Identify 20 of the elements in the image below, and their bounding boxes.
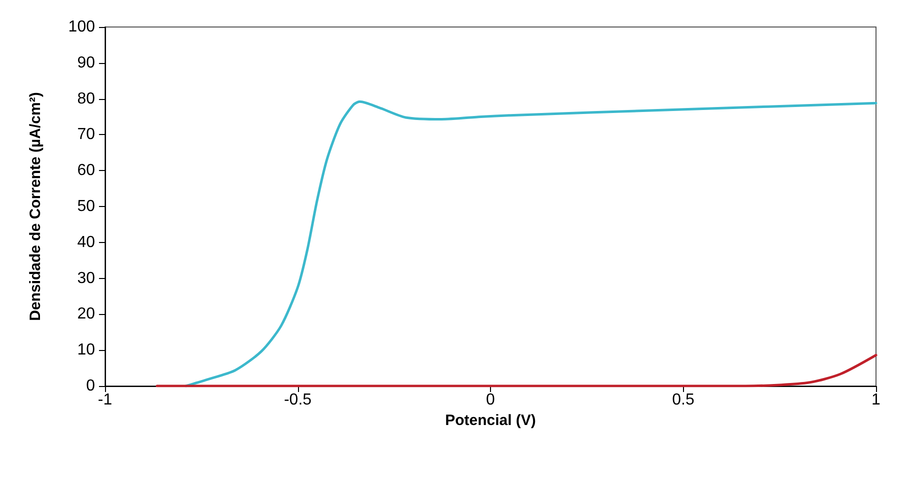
y-tick-label: 100 bbox=[68, 18, 96, 36]
x-tick-label: -0.5 bbox=[284, 392, 312, 408]
y-tick-label: 80 bbox=[77, 90, 96, 108]
y-tick-label: 50 bbox=[77, 198, 96, 215]
x-tick-label: 0.5 bbox=[672, 392, 694, 408]
x-tick-label: -1 bbox=[98, 392, 112, 408]
line-series bbox=[156, 354, 878, 388]
y-tick-label: 20 bbox=[77, 306, 96, 323]
y-tick-label: 40 bbox=[77, 234, 96, 251]
y-tick-label: 90 bbox=[77, 54, 96, 72]
y-tick-label: 30 bbox=[77, 270, 96, 287]
y-tick-label: 60 bbox=[77, 162, 96, 180]
y-axis-title: Densidade de Corrente (µA/cm²) bbox=[27, 92, 44, 321]
x-tick-label: 1 bbox=[872, 392, 881, 408]
x-tick-label: 0 bbox=[486, 392, 496, 408]
y-tick-label: 70 bbox=[77, 126, 96, 144]
y-tick-label: 0 bbox=[86, 378, 96, 394]
line-series bbox=[184, 100, 878, 388]
y-tick-label: 10 bbox=[77, 342, 96, 359]
x-axis-title: Potencial (V) bbox=[445, 412, 536, 429]
